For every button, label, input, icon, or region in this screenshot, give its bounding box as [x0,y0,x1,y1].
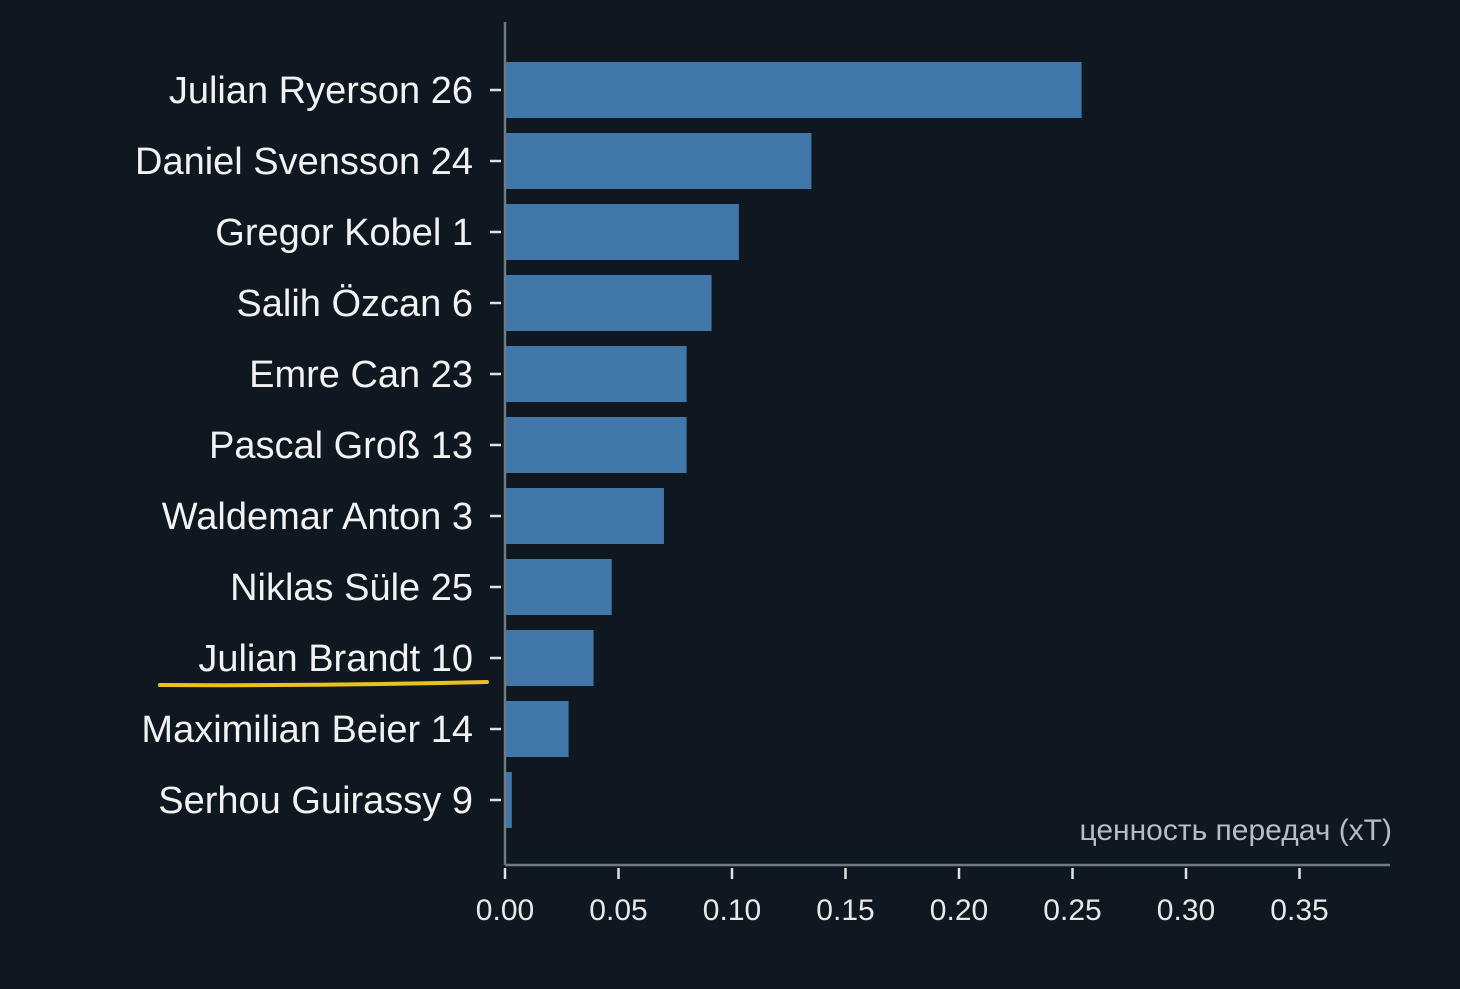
x-tick-label: 0.30 [1157,894,1215,927]
bar [505,701,569,757]
bar [505,417,687,473]
bar [505,204,739,260]
bar [505,133,812,189]
bar [505,275,712,331]
bar [505,62,1082,118]
y-tick-label: Salih Özcan 6 [236,283,473,325]
bar [505,630,594,686]
x-tick-label: 0.20 [930,894,988,927]
x-tick-label: 0.25 [1043,894,1101,927]
x-axis-ticks: 0.00 0.05 0.10 0.15 0.20 0.25 0.30 0.35 [476,868,1329,927]
x-tick-label: 0.35 [1270,894,1328,927]
y-tick-label: Serhou Guirassy 9 [158,780,473,822]
x-tick-label: 0.05 [589,894,647,927]
x-tick-label: 0.15 [816,894,874,927]
bar [505,488,664,544]
y-tick-label: Gregor Kobel 1 [215,212,473,254]
bar [505,346,687,402]
y-tick-label: Maximilian Beier 14 [141,709,473,751]
y-tick-label: Emre Can 23 [249,354,473,396]
y-axis-ticks: Julian Ryerson 26 Daniel Svensson 24 Grego… [135,70,501,822]
y-tick-label: Waldemar Anton 3 [162,496,473,538]
highlight-underline [158,680,489,688]
x-tick-label: 0.10 [703,894,761,927]
bars-group [505,62,1082,828]
x-tick-label: 0.00 [476,894,534,927]
x-axis-title: ценность передач (xT) [1080,814,1393,847]
bar [505,559,612,615]
bar [505,772,512,828]
y-tick-label: Daniel Svensson 24 [135,141,473,183]
y-tick-label: Pascal Groß 13 [209,425,473,467]
y-tick-label: Julian Brandt 10 [198,638,473,680]
y-tick-label: Niklas Süle 25 [230,567,473,609]
y-tick-label: Julian Ryerson 26 [169,70,473,112]
